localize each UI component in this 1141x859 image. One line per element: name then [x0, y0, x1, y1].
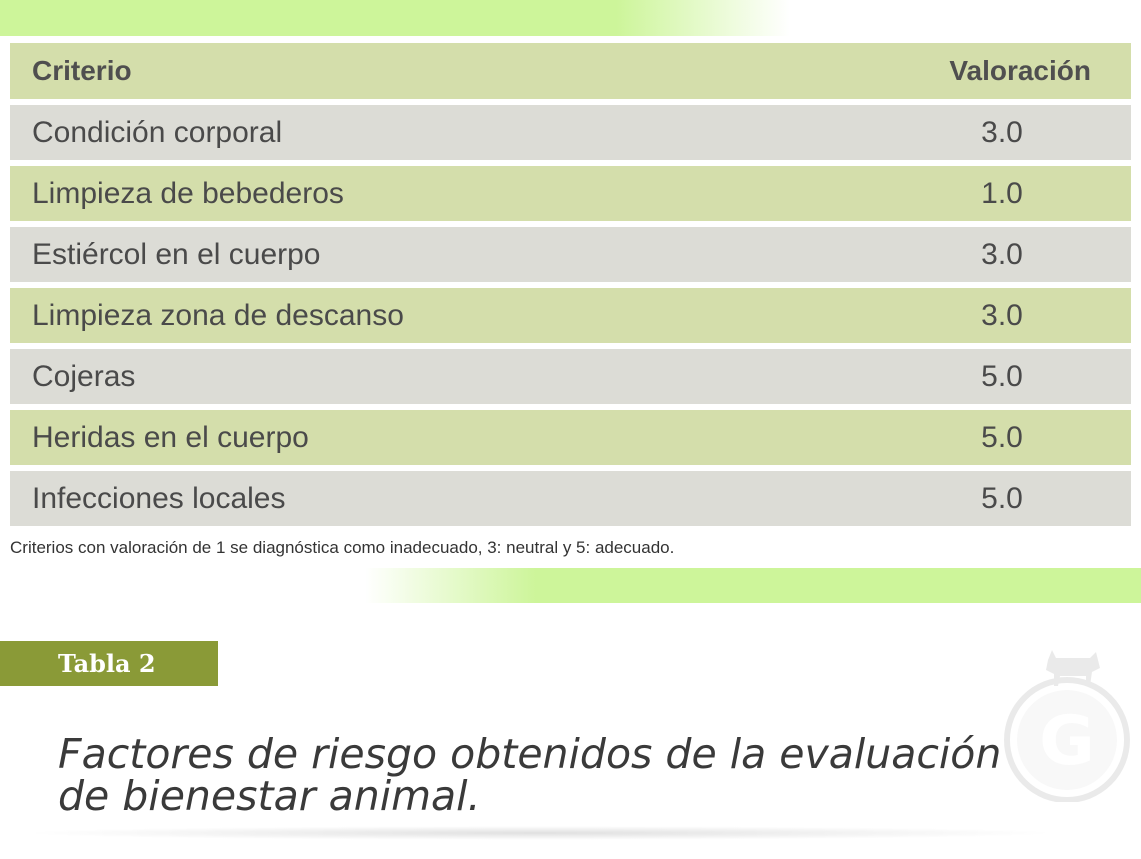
- row-valoracion: 3.0: [981, 237, 1023, 271]
- header-criterio: Criterio: [32, 55, 132, 86]
- row-valoracion: 3.0: [981, 115, 1023, 149]
- mid-accent-band: [365, 568, 1141, 603]
- table-header: Criterio Valoración: [10, 43, 1131, 99]
- table-row: Infecciones locales 5.0: [10, 471, 1131, 526]
- section-title: Factores de riesgo obtenidos de la evalu…: [58, 733, 1018, 817]
- table-row: Limpieza de bebederos 1.0: [10, 166, 1131, 221]
- row-valoracion: 5.0: [981, 420, 1023, 454]
- table-row: Cojeras 5.0: [10, 349, 1131, 404]
- title-shadow: [20, 826, 1060, 840]
- row-criterio: Heridas en el cuerpo: [32, 420, 309, 454]
- row-criterio: Cojeras: [32, 359, 136, 393]
- row-valoracion: 1.0: [981, 176, 1023, 210]
- row-criterio: Condición corporal: [32, 115, 283, 149]
- logo-letter: G: [1039, 702, 1095, 781]
- table-row: Limpieza zona de descanso 3.0: [10, 288, 1131, 343]
- table-number-label: Tabla 2: [0, 641, 218, 686]
- table-footnote: Criterios con valoración de 1 se diagnós…: [10, 538, 675, 557]
- top-accent-band: [0, 0, 790, 36]
- row-valoracion: 5.0: [981, 481, 1023, 515]
- criteria-table: Criterio Valoración Condición corporal 3…: [10, 43, 1131, 532]
- table-row: Estiércol en el cuerpo 3.0: [10, 227, 1131, 282]
- row-criterio: Estiércol en el cuerpo: [32, 237, 321, 271]
- table-row: Heridas en el cuerpo 5.0: [10, 410, 1131, 465]
- section-title-line-1: Factores de riesgo obtenidos de la evalu…: [58, 730, 1002, 778]
- row-criterio: Infecciones locales: [32, 481, 286, 515]
- table-number-text: Tabla 2: [58, 649, 156, 678]
- row-valoracion: 3.0: [981, 298, 1023, 332]
- row-criterio: Limpieza zona de descanso: [32, 298, 404, 332]
- cow-g-logo-icon: G: [1004, 650, 1130, 802]
- row-valoracion: 5.0: [981, 359, 1023, 393]
- table-row: Condición corporal 3.0: [10, 105, 1131, 160]
- section-title-line-2: de bienestar animal.: [58, 772, 481, 820]
- header-valoracion: Valoración: [949, 55, 1091, 86]
- row-criterio: Limpieza de bebederos: [32, 176, 344, 210]
